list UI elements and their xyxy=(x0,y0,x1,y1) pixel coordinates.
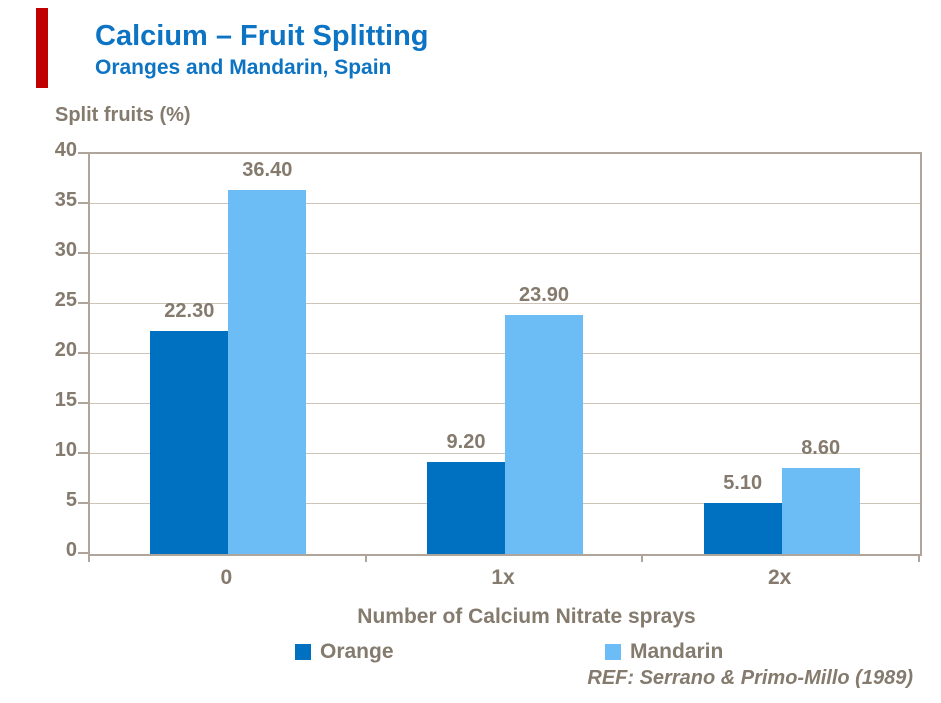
y-tick-label: 15 xyxy=(54,389,77,411)
value-label: 8.60 xyxy=(801,437,841,459)
y-axis-tick xyxy=(78,152,88,154)
x-axis-tick xyxy=(918,554,920,562)
x-axis-tick xyxy=(641,554,644,562)
bar-mandarin-0 xyxy=(228,190,307,554)
bar-mandarin-2x xyxy=(781,468,860,554)
gridline xyxy=(90,303,920,304)
x-axis-tick xyxy=(364,554,367,562)
value-label: 5.10 xyxy=(723,472,763,494)
value-label: 36.40 xyxy=(242,159,293,181)
bar-orange-2x xyxy=(703,503,782,554)
y-axis-tick xyxy=(78,502,88,504)
y-axis-tick xyxy=(78,252,88,254)
chart-subtitle: Oranges and Mandarin, Spain xyxy=(95,56,392,79)
accent-bar xyxy=(36,8,48,88)
plot-area: 22.30 36.40 9.20 23.90 5.10 8.60 xyxy=(88,152,922,556)
category-label-2x: 2x xyxy=(767,566,792,589)
reference-text: REF: Serrano & Primo-Millo (1989) xyxy=(587,667,913,689)
y-axis-tick xyxy=(78,452,88,454)
bar-mandarin-1x xyxy=(505,315,583,554)
y-axis-tick xyxy=(78,302,88,304)
y-tick-label: 5 xyxy=(65,489,77,511)
legend-swatch-icon xyxy=(605,644,621,660)
legend-item-orange: Orange xyxy=(295,640,394,664)
y-axis-tick xyxy=(78,202,88,204)
gridline xyxy=(90,203,920,204)
gridline xyxy=(90,253,920,254)
y-tick-label: 20 xyxy=(54,339,77,361)
legend-item-mandarin: Mandarin xyxy=(605,640,723,664)
chart-title: Calcium – Fruit Splitting xyxy=(95,20,429,52)
y-axis-title: Split fruits (%) xyxy=(55,104,191,126)
y-tick-label: 35 xyxy=(54,189,77,211)
x-axis-title: Number of Calcium Nitrate sprays xyxy=(357,605,696,628)
y-tick-label: 30 xyxy=(54,239,77,261)
bar-orange-1x xyxy=(427,462,505,554)
legend-swatch-icon xyxy=(295,644,311,660)
y-axis-tick xyxy=(78,352,88,354)
category-label-0: 0 xyxy=(220,566,233,589)
y-tick-label: 25 xyxy=(54,289,77,311)
y-axis-tick xyxy=(78,552,88,554)
bar-orange-0 xyxy=(150,331,229,554)
x-axis-tick xyxy=(88,554,90,562)
legend: Orange Mandarin xyxy=(0,640,941,664)
value-label: 23.90 xyxy=(518,284,570,306)
value-label: 22.30 xyxy=(164,300,215,322)
value-label: 9.20 xyxy=(446,431,486,453)
y-axis-tick xyxy=(78,402,88,404)
y-tick-label: 0 xyxy=(65,539,77,561)
legend-label: Orange xyxy=(320,640,394,663)
legend-label: Mandarin xyxy=(630,640,724,663)
y-tick-label: 40 xyxy=(54,139,77,161)
category-label-1x: 1x xyxy=(491,566,515,589)
y-tick-label: 10 xyxy=(54,439,77,461)
